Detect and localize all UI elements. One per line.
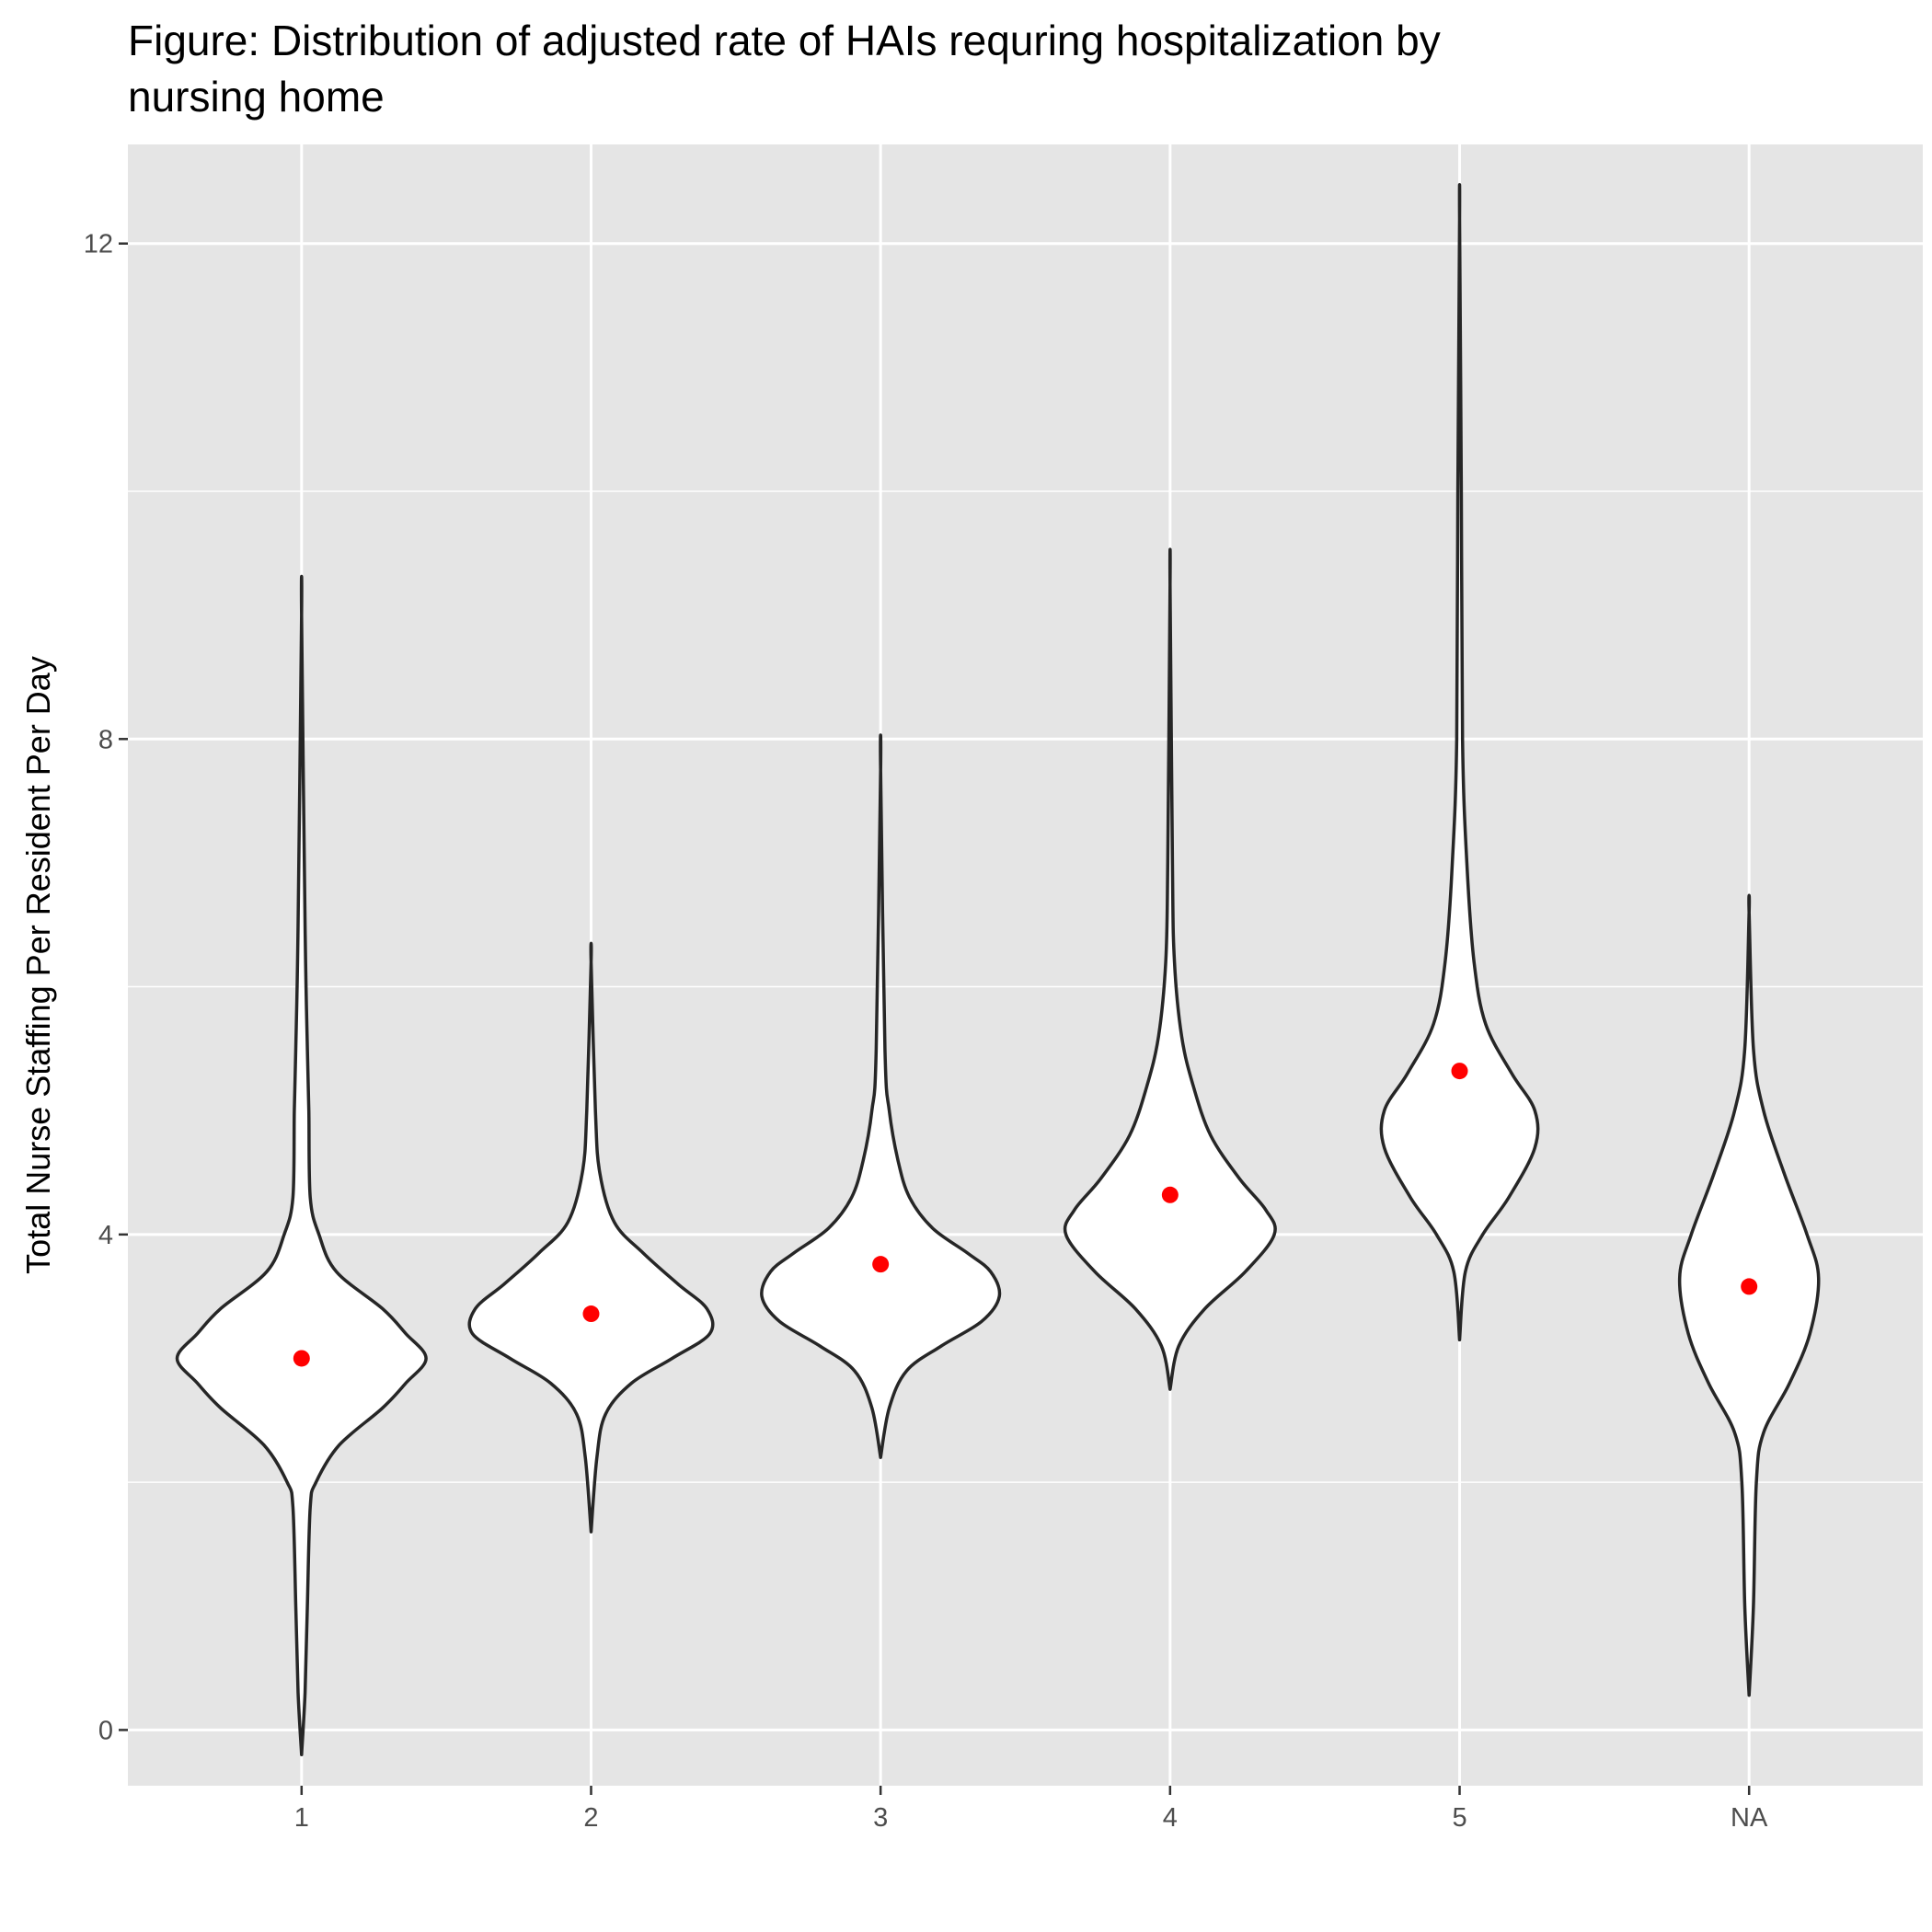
mean-point-3	[872, 1256, 890, 1273]
y-tick-label-3: 12	[84, 230, 113, 259]
violins	[175, 183, 1821, 1757]
chart-title-line-1: Figure: Distribution of adjusted rate of…	[128, 17, 1441, 64]
y-axis-title: Total Nurse Staffing Per Resident Per Da…	[19, 656, 57, 1274]
y-tick-label-0: 0	[98, 1716, 113, 1745]
x-tick-label-3: 4	[1163, 1803, 1178, 1833]
x-tick-label-4: 5	[1452, 1803, 1466, 1833]
mean-point-5	[1451, 1063, 1468, 1080]
mean-point-NA	[1741, 1278, 1758, 1295]
mean-point-4	[1161, 1186, 1179, 1203]
x-tick-label-2: 3	[873, 1803, 888, 1833]
mean-points	[293, 1063, 1758, 1367]
y-tick-label-1: 4	[98, 1221, 113, 1250]
y-axis: 0 4 8 12	[84, 230, 128, 1745]
violin-4	[1063, 547, 1277, 1391]
x-tick-label-0: 1	[294, 1803, 309, 1833]
chart-title-line-2: nursing home	[128, 73, 385, 121]
violin-5	[1379, 183, 1540, 1342]
x-tick-label-5: NA	[1731, 1803, 1768, 1833]
mean-point-2	[582, 1305, 600, 1323]
violin-2	[467, 941, 715, 1534]
x-tick-label-1: 2	[583, 1803, 598, 1833]
plot-panel	[128, 144, 1923, 1786]
mean-point-1	[293, 1350, 310, 1367]
violin-3	[760, 733, 1002, 1459]
x-axis: 1 2 3 4 5 NA	[294, 1786, 1768, 1833]
y-tick-label-2: 8	[98, 725, 113, 754]
violin-1	[175, 575, 428, 1757]
violin-NA	[1677, 893, 1821, 1697]
